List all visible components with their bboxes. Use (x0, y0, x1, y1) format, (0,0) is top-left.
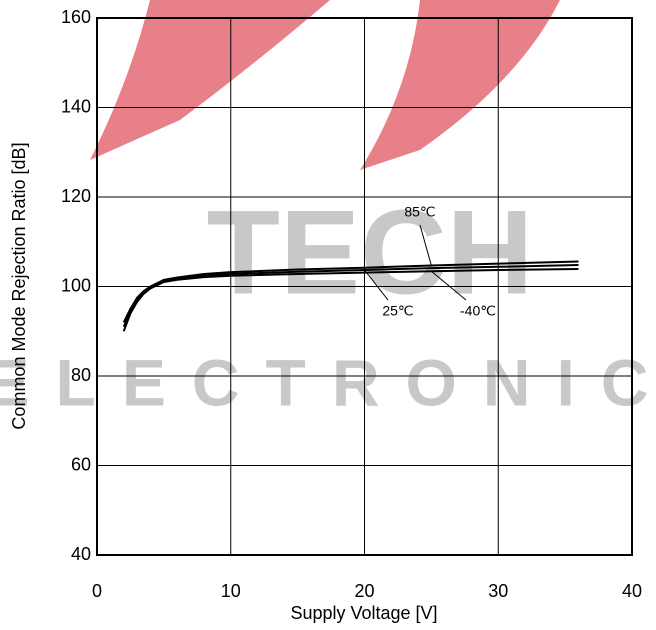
watermark-text: ELECTRONIC (0, 345, 656, 419)
x-tick-label: 0 (92, 581, 102, 601)
y-tick-label: 160 (61, 7, 91, 27)
x-tick-label: 40 (622, 581, 642, 601)
watermark-swoosh (360, 0, 560, 170)
y-tick-label: 100 (61, 275, 91, 295)
plot-frame (96, 17, 633, 556)
y-tick-label: 140 (61, 96, 91, 116)
series-line (122, 264, 579, 328)
y-tick-label: 80 (71, 365, 91, 385)
series-label: -40℃ (460, 303, 496, 319)
series-label: 25℃ (382, 303, 413, 319)
series-line (122, 260, 579, 323)
y-tick-label: 120 (61, 186, 91, 206)
series-label: 85℃ (404, 204, 435, 220)
y-tick-label: 40 (71, 544, 91, 564)
series-line (122, 268, 579, 332)
x-tick-label: 30 (488, 581, 508, 601)
x-tick-label: 10 (221, 581, 241, 601)
label-leader (364, 269, 389, 301)
x-axis-title: Supply Voltage [V] (290, 603, 437, 623)
y-tick-label: 60 (71, 454, 91, 474)
watermark-swoosh (90, 0, 330, 160)
y-axis-title: Common Mode Rejection Ratio [dB] (9, 142, 29, 429)
watermark-text: TECH (207, 186, 534, 320)
label-leader (431, 270, 467, 301)
label-leader (419, 224, 432, 266)
x-tick-label: 20 (354, 581, 374, 601)
